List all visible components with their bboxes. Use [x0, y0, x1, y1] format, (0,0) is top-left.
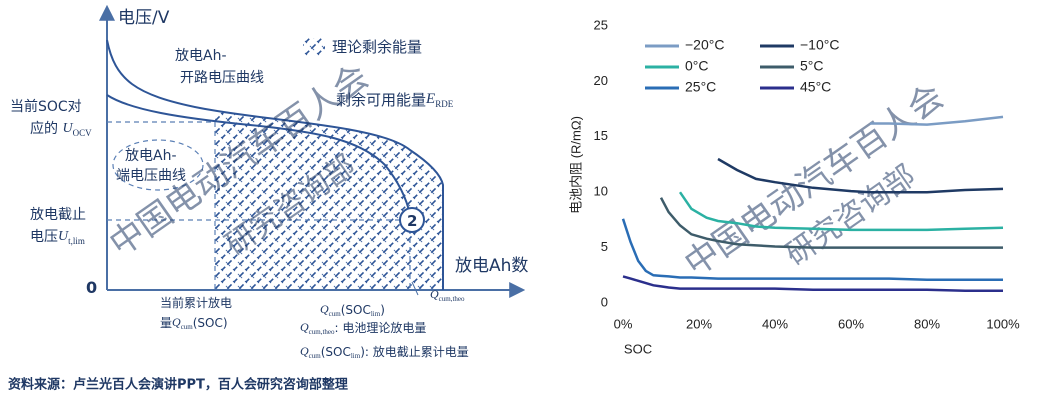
legend-label: 5°C [800, 58, 824, 74]
discharge-label: 量Qcum(SOC) [160, 315, 228, 331]
curve-label-part: 放电Ah- [125, 148, 177, 164]
energy-label: 剩余可用能量ERDE [336, 91, 454, 110]
legend-hatch-swatch [303, 38, 325, 56]
y-tick-label: 25 [594, 17, 608, 32]
chart: 0 5 10 15 20 25 0% 20% 40% 60% 80% 100% SOC 电池内阻 (R/m… [568, 17, 1020, 356]
cutoff-label: 电压Ut,lim [30, 229, 85, 246]
curve-label: 端电压曲线 [116, 168, 186, 184]
curve-label: 开路电压曲线 [180, 70, 264, 86]
legend-label-part: 理论剩余能量 [332, 38, 422, 56]
y-tick-label: 20 [594, 73, 608, 88]
x-tick-label: 40% [762, 316, 788, 331]
ocv-label-part: 应的 [30, 120, 62, 137]
energy-label-part: 剩余可用能量 [336, 91, 426, 109]
legend-label: 45°C [800, 79, 831, 95]
ocv-curve [106, 39, 444, 290]
legend-label: −10°C [800, 37, 839, 53]
x-tick-label: 100% [986, 316, 1020, 331]
note-part: lim [351, 352, 361, 360]
energy-label-part: RDE [435, 99, 454, 109]
note-part: (SOC [321, 345, 351, 359]
callout-ellipse [112, 139, 204, 191]
q-lim-label-part: (SOC [341, 303, 371, 317]
discharge-label-part: 量 [160, 316, 172, 330]
ocv-label: 当前SOC对 [10, 98, 82, 115]
curve-label-part: 放电Ah- [175, 48, 227, 64]
note-part: : 电池理论放电量 [335, 320, 427, 335]
cutoff-label-part: U [58, 229, 69, 244]
y-tick-label: 15 [594, 128, 608, 143]
series-line [621, 218, 1003, 281]
note-part: ): 放电截止累计电量 [360, 344, 469, 359]
source-note: 资料来源：卢兰光百人会演讲PPT，百人会研究咨询部整理 [8, 377, 348, 393]
discharge-label-part: Q [172, 315, 181, 329]
x-axis-label: 放电Ah数 [455, 256, 528, 276]
y-tick-label: 10 [594, 184, 608, 199]
q-lim-label: Qcum(SOClim) [320, 302, 385, 318]
x-tick-label: 80% [914, 316, 940, 331]
pointer [411, 281, 419, 296]
x-axis-label-part: 放电Ah数 [455, 256, 528, 276]
series-line [870, 115, 1004, 126]
note-part: cum,theo [309, 328, 335, 336]
series-line [678, 191, 1004, 232]
q-lim-label-part: lim [371, 310, 381, 318]
legend-label: −20°C [685, 37, 724, 53]
q-lim-label-part: ) [380, 303, 385, 317]
series-line [622, 275, 1003, 293]
discharge-label-part: cum [181, 323, 194, 331]
region-marker-part: 2 [407, 212, 417, 230]
ocv-label: 应的 UOCV [30, 120, 92, 138]
curve-label: 放电Ah- [175, 48, 227, 64]
y-tick-label: 5 [601, 239, 608, 254]
ocv-label-part: U [62, 121, 73, 136]
x-tick-label: 60% [838, 316, 864, 331]
energy-label-part: E [425, 91, 435, 107]
legend-label: 理论剩余能量 [332, 38, 422, 56]
region-marker: 2 [407, 212, 417, 230]
discharge-label-part: 当前累计放电 [160, 295, 232, 310]
y-axis-label: 电压/V [118, 8, 170, 28]
y-tick-label: 0 [601, 294, 608, 309]
cutoff-label: 放电截止 [30, 207, 86, 223]
cutoff-label-part: t,lim [68, 236, 85, 246]
note-part: cum [309, 352, 322, 360]
origin-label-part: 0 [86, 278, 97, 297]
x-tick-label: 20% [686, 316, 712, 331]
q-theo-label-part: cum,theo [439, 295, 465, 303]
note-part: Q [300, 320, 309, 334]
q-theo-label: Qcum,theo [430, 287, 465, 303]
q-lim-label-part: cum [329, 310, 342, 318]
note: Qcum,theo: 电池理论放电量 [300, 320, 426, 336]
q-theo-label-part: Q [430, 287, 439, 301]
curve-label-part: 端电压曲线 [116, 168, 186, 184]
x-tick-label: 0% [614, 316, 633, 331]
series-line [717, 157, 1004, 194]
q-lim-label-part: Q [320, 302, 329, 316]
y-axis-label: 电池内阻 (R/mΩ) [568, 116, 583, 214]
ocv-label-part: OCV [73, 128, 93, 138]
cutoff-label-part: 电压 [30, 229, 58, 245]
terminal-curve [106, 94, 411, 216]
x-axis-label: SOC [624, 341, 652, 356]
curve-label-part: 开路电压曲线 [180, 70, 264, 86]
note: Qcum(SOClim): 放电截止累计电量 [300, 344, 469, 360]
ocv-label-part: 当前SOC对 [10, 98, 82, 115]
marker-circle [399, 207, 425, 233]
note-part: Q [300, 344, 309, 358]
legend-label: 25°C [685, 79, 716, 95]
cutoff-label-part: 放电截止 [30, 207, 86, 223]
discharge-label: 当前累计放电 [160, 295, 232, 310]
discharge-label-part: (SOC) [193, 316, 228, 330]
legend-label: 0°C [685, 58, 709, 74]
y-axis-label-part: 电压/V [118, 8, 170, 28]
series-line [659, 197, 1003, 249]
curve-label: 放电Ah- [125, 148, 177, 164]
origin-label: 0 [86, 278, 97, 297]
